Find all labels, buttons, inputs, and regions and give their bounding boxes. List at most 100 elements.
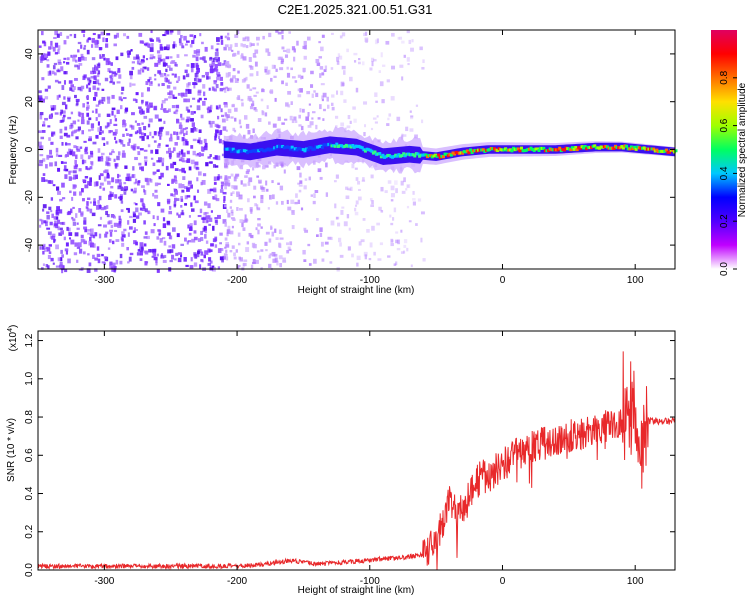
signal-band-cell: [558, 146, 562, 150]
spectrogram-noise-cell: [204, 228, 208, 234]
signal-band-cell: [561, 148, 565, 152]
spectrogram-noise-cell: [228, 87, 232, 91]
spectrogram-noise-cell: [169, 155, 172, 160]
spectrogram-noise-cell: [262, 35, 265, 40]
spectrogram-noise-cell: [83, 220, 87, 225]
spectrogram-noise-cell: [157, 202, 161, 207]
spectrogram-noise-cell: [242, 227, 246, 231]
signal-band-cell: [271, 147, 275, 151]
spectrogram-noise-cell: [355, 177, 359, 181]
spectrogram-noise-cell: [207, 188, 212, 194]
signal-band-cell: [537, 148, 541, 152]
spectrogram-noise-cell: [177, 214, 181, 218]
spectrogram-noise-cell: [225, 182, 228, 186]
spectrogram-noise-cell: [95, 181, 99, 186]
spectrogram-noise-cell: [277, 31, 282, 35]
spectrogram-noise-cell: [221, 63, 225, 66]
spectrogram-noise-cell: [298, 184, 303, 187]
spectrogram-noise-cell: [132, 98, 137, 102]
spectrogram-noise-cell: [90, 161, 94, 166]
spectrogram-noise-cell: [307, 243, 311, 247]
spectrogram-noise-cell: [166, 150, 170, 154]
spectrogram-noise-cell: [129, 82, 132, 88]
spectrogram-noise-cell: [200, 146, 204, 152]
spectrogram-noise-cell: [213, 80, 218, 83]
spectrogram-noise-cell: [61, 141, 64, 146]
spectrogram-noise-cell: [60, 161, 64, 164]
spectrogram-noise-cell: [173, 111, 176, 114]
spectrogram-noise-cell: [209, 68, 214, 74]
signal-band-cell: [303, 149, 307, 153]
snr-y-tick-label: 0.4: [24, 486, 35, 500]
signal-band-cell: [408, 153, 412, 157]
spectrogram-noise-cell: [399, 64, 404, 68]
spectrogram-noise-cell: [304, 45, 307, 50]
spectrogram-noise-cell: [260, 199, 264, 204]
spectrogram-noise-cell: [403, 239, 408, 244]
spectrogram-noise-cell: [224, 185, 227, 190]
spectrogram-noise-cell: [99, 185, 102, 189]
spectrogram-noise-cell: [127, 142, 130, 146]
spectrogram-noise-cell: [127, 209, 130, 213]
spectrogram-noise-cell: [196, 67, 201, 73]
spectrogram-noise-cell: [301, 75, 304, 79]
spectrogram-noise-cell: [77, 111, 81, 116]
spectrogram-noise-cell: [147, 210, 150, 215]
spectrogram-noise-cell: [59, 112, 62, 116]
spectrogram-noise-cell: [306, 36, 311, 41]
spectrogram-noise-cell: [113, 73, 117, 77]
spectrogram-noise-cell: [386, 79, 390, 83]
spectrogram-noise-cell: [349, 120, 352, 124]
spectrogram-noise-cell: [40, 219, 44, 225]
spectrogram-noise-cell: [183, 35, 187, 41]
spectrogram-noise-cell: [59, 261, 63, 267]
spectrogram-noise-cell: [97, 113, 101, 118]
spectrogram-noise-cell: [160, 133, 163, 137]
spectrogram-noise-cell: [291, 76, 296, 79]
spectrogram-noise-cell: [173, 204, 177, 208]
spectrogram-noise-cell: [279, 263, 283, 268]
spectrogram-noise-cell: [294, 120, 298, 123]
spectrogram-noise-cell: [76, 129, 80, 132]
signal-band-cell: [340, 144, 344, 148]
spectrogram-noise-cell: [161, 82, 165, 87]
spectrogram-noise-cell: [106, 205, 109, 209]
spectrogram-noise-cell: [370, 164, 374, 169]
spectrogram-noise-cell: [174, 258, 177, 261]
spectrogram-noise-cell: [154, 78, 157, 81]
spectrogram-noise-cell: [363, 251, 368, 257]
spectrogram-noise-cell: [66, 57, 70, 61]
spectrogram-noise-cell: [149, 105, 153, 108]
spectrogram-noise-cell: [374, 92, 378, 97]
spectrogram-noise-cell: [146, 180, 150, 186]
spectrogram-noise-cell: [105, 43, 109, 48]
spectrogram-noise-cell: [98, 47, 102, 51]
spectrogram-x-tick-label: -100: [360, 275, 380, 286]
spectrogram-noise-cell: [260, 194, 264, 200]
spectrogram-noise-cell: [373, 251, 376, 256]
spectrogram-noise-cell: [191, 40, 195, 44]
spectrogram-noise-cell: [99, 173, 104, 177]
spectrogram-noise-cell: [410, 264, 413, 268]
spectrogram-noise-cell: [222, 255, 226, 260]
spectrogram-noise-cell: [200, 258, 203, 262]
spectrogram-noise-cell: [167, 65, 171, 68]
signal-band-cell: [562, 148, 566, 152]
spectrogram-noise-cell: [363, 132, 366, 137]
spectrogram-noise-cell: [116, 109, 120, 114]
signal-band-cell: [502, 148, 506, 152]
signal-band-cell: [613, 144, 617, 148]
spectrogram-noise-cell: [50, 257, 54, 262]
spectrogram-noise-cell: [193, 195, 196, 201]
spectrogram-noise-cell: [281, 122, 285, 125]
spectrogram-noise-cell: [45, 164, 48, 169]
spectrogram-noise-cell: [188, 240, 192, 243]
spectrogram-noise-cell: [38, 163, 43, 167]
spectrogram-noise-cell: [246, 84, 250, 89]
spectrogram-noise-cell: [86, 197, 91, 200]
spectrogram-noise-cell: [147, 43, 151, 48]
spectrogram-noise-cell: [84, 184, 89, 189]
spectrogram-noise-cell: [131, 83, 136, 86]
spectrogram-noise-cell: [208, 223, 212, 226]
spectrogram-noise-cell: [331, 94, 335, 98]
